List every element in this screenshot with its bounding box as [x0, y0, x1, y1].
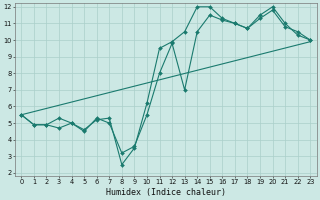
X-axis label: Humidex (Indice chaleur): Humidex (Indice chaleur)	[106, 188, 226, 197]
